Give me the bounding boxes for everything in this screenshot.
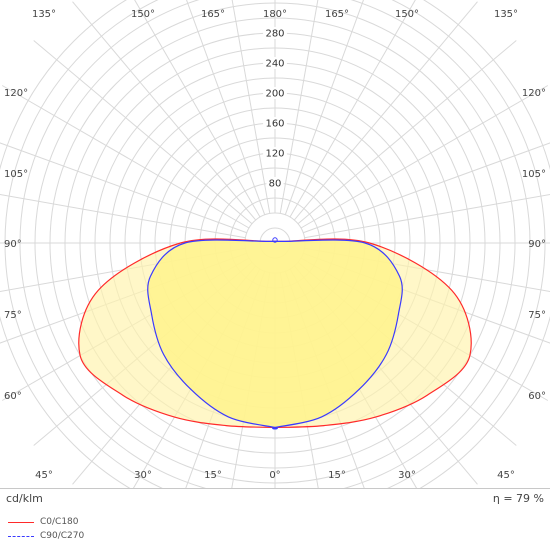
angle-tick-label: 120° — [522, 88, 546, 99]
angle-tick-label: 75° — [4, 310, 22, 321]
radial-tick-labels: 80 120 160 200 240 280 — [263, 27, 287, 190]
angle-tick-label: 60° — [528, 391, 546, 402]
grid-spoke — [289, 0, 416, 218]
radial-tick-bg — [263, 87, 287, 99]
grid-spoke — [33, 40, 253, 225]
angle-tick-label: 165° — [325, 9, 349, 20]
radial-tick-label: 120 — [265, 149, 284, 160]
legend-item-c90: C90/C270 — [8, 529, 84, 543]
grid-spoke — [304, 194, 550, 239]
legend-label-c90: C90/C270 — [40, 531, 85, 541]
grid-spoke — [72, 1, 257, 221]
angle-tick-label: 90° — [528, 239, 546, 250]
angle-tick-label: 0° — [269, 470, 280, 481]
angle-tick-label: 120° — [4, 88, 28, 99]
angle-tick-label: 90° — [4, 239, 22, 250]
angle-tick-label: 105° — [522, 169, 546, 180]
series-line-1 — [147, 239, 403, 430]
angle-tick-label: 165° — [201, 9, 225, 20]
grid-spoke — [1, 85, 250, 229]
grid-spoke — [284, 0, 364, 215]
angle-tick-label: 150° — [131, 9, 155, 20]
angle-tick-label: 15° — [204, 470, 222, 481]
radial-tick-bg — [263, 117, 287, 129]
angle-tick-label: 180° — [263, 9, 287, 20]
radial-tick-bg — [263, 147, 287, 159]
series-fills — [78, 238, 472, 429]
radial-tick-label: 200 — [265, 89, 284, 100]
series-fill-1 — [147, 240, 403, 429]
angle-tick-label: 150° — [395, 9, 419, 20]
grid-spoke — [134, 0, 261, 218]
legend-swatch-dashed — [8, 535, 34, 537]
angle-tick-label: 105° — [4, 169, 28, 180]
apex-marker — [272, 237, 278, 243]
series-lines — [78, 237, 472, 430]
radial-tick-label: 240 — [265, 59, 284, 70]
legend: C0/C180 C90/C270 — [8, 515, 84, 543]
radial-tick-label: 280 — [265, 29, 284, 40]
angle-tick-labels: 135° 150° 165° 180° 165° 150° 135° 45° 30° 15° 0° 1… — [4, 9, 546, 481]
radial-tick-label: 80 — [269, 179, 282, 190]
angle-tick-label: 135° — [32, 9, 56, 20]
unit-label: cd/klm — [6, 492, 43, 505]
legend-item-c0: C0/C180 — [8, 515, 84, 529]
angle-tick-label: 15° — [328, 470, 346, 481]
grid-spoke — [293, 1, 478, 221]
grid-spoke — [279, 0, 319, 214]
angle-tick-label: 75° — [528, 310, 546, 321]
angle-tick-label: 135° — [494, 9, 518, 20]
grid-spoke — [186, 0, 266, 215]
legend-label-c0: C0/C180 — [40, 517, 79, 527]
angle-tick-label: 60° — [4, 391, 22, 402]
angle-tick-label: 45° — [497, 470, 515, 481]
radial-tick-bg — [263, 27, 287, 39]
radial-tick-label: 160 — [265, 119, 284, 130]
grid-spoke — [0, 194, 246, 239]
divider — [0, 488, 550, 489]
grid-spoke — [231, 0, 271, 214]
angle-tick-label: 30° — [134, 470, 152, 481]
legend-swatch-solid — [8, 521, 34, 523]
grid-spoke — [303, 142, 550, 234]
radial-tick-bg — [266, 177, 284, 189]
grid-spoke — [0, 142, 247, 234]
angle-tick-label: 30° — [398, 470, 416, 481]
grid-spoke — [300, 85, 549, 229]
polar-chart: 80 120 160 200 240 280 135° 150° 165° 180° 165° 15… — [0, 0, 550, 488]
efficiency-label: η = 79 % — [492, 492, 544, 505]
radial-tick-bg — [263, 57, 287, 69]
grid-spoke — [297, 40, 517, 225]
angle-tick-label: 45° — [35, 470, 53, 481]
